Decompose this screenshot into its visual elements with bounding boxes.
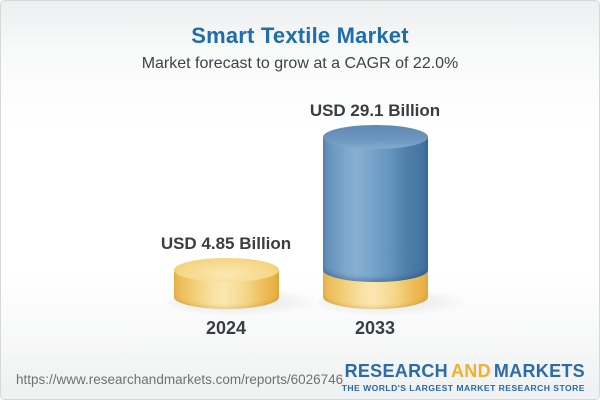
page-title: Smart Textile Market	[191, 23, 409, 48]
bar-2024-cylinder	[174, 258, 279, 309]
cylinder-body	[323, 137, 428, 283]
value-label-2024: USD 4.85 Billion	[160, 234, 292, 254]
logo-tagline: THE WORLD'S LARGEST MARKET RESEARCH STOR…	[341, 383, 585, 393]
cylinder-top	[174, 258, 279, 283]
logo-word-and: AND	[450, 361, 491, 381]
category-label-2024: 2024	[205, 318, 247, 338]
logo-wordmark: RESEARCH AND MARKETS	[342, 362, 585, 380]
category-label-2033: 2033	[354, 318, 396, 338]
logo-word-markets: MARKETS	[493, 361, 585, 381]
source-url: https://www.researchandmarkets.com/repor…	[16, 372, 344, 387]
cylinder-top	[323, 125, 428, 149]
logo-word-research: RESEARCH	[344, 361, 448, 381]
logo: RESEARCH AND MARKETS THE WORLD'S LARGEST M…	[342, 362, 585, 393]
page-subtitle: Market forecast to grow at a CAGR of 22.…	[141, 55, 459, 72]
value-label-2033: USD 29.1 Billion	[309, 101, 441, 120]
bar-2033-cylinder	[323, 125, 428, 283]
